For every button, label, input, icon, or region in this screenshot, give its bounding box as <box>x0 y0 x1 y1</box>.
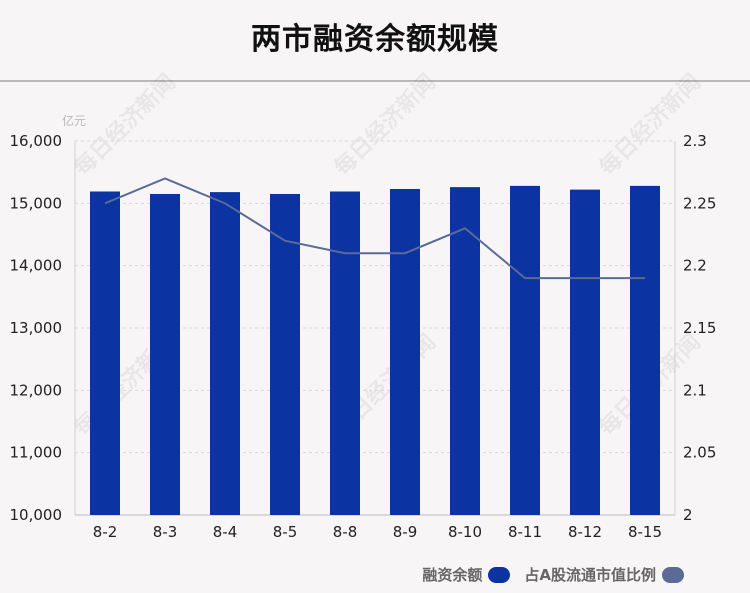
bar-balance <box>630 185 660 515</box>
y-left-tick-label: 11,000 <box>10 444 63 462</box>
bar-balance <box>510 185 540 515</box>
y-right-tick-label: 2.05 <box>683 444 716 462</box>
x-tick-label: 8-5 <box>273 523 298 541</box>
watermark: 每日经济新闻 <box>594 69 706 181</box>
watermark: 每日经济新闻 <box>329 69 441 181</box>
bar-balance <box>270 193 300 515</box>
y-right-tick-label: 2.25 <box>683 194 716 212</box>
x-tick-label: 8-4 <box>213 523 238 541</box>
legend-item-balance: 融资余额 <box>422 564 511 585</box>
x-tick-label: 8-10 <box>448 523 482 541</box>
x-tick-label: 8-11 <box>508 523 542 541</box>
y-left-tick-label: 10,000 <box>10 506 63 524</box>
bar-balance <box>570 189 600 515</box>
y-right-tick-label: 2.3 <box>683 132 707 150</box>
x-tick-label: 8-3 <box>153 523 178 541</box>
title-divider <box>0 80 750 82</box>
bar-balance <box>390 188 420 515</box>
bar-balance <box>210 192 240 515</box>
legend-label-balance: 融资余额 <box>422 566 483 584</box>
bar-balance <box>150 193 180 515</box>
y-left-tick-label: 14,000 <box>10 257 63 275</box>
y-left-tick-label: 13,000 <box>10 319 63 337</box>
x-tick-label: 8-12 <box>568 523 602 541</box>
bar-balance <box>450 187 480 516</box>
legend: 融资余额 占A股流通市值比例 <box>422 564 684 585</box>
x-tick-label: 8-8 <box>333 523 358 541</box>
bar-balance <box>330 191 360 516</box>
bar-balance <box>90 191 120 516</box>
y-left-tick-label: 15,000 <box>10 194 63 212</box>
chart-title: 两市融资余额规模 <box>251 22 499 57</box>
y-left-unit-label: 亿元 <box>62 113 86 128</box>
legend-swatch-balance <box>488 566 511 583</box>
legend-item-ratio: 占A股流通市值比例 <box>524 564 684 585</box>
x-tick-label: 8-2 <box>93 523 118 541</box>
y-right-tick-label: 2.2 <box>683 257 707 275</box>
y-right-tick-label: 2.1 <box>683 381 707 399</box>
y-right-tick-label: 2 <box>683 506 693 524</box>
y-left-tick-label: 12,000 <box>10 381 63 399</box>
legend-label-ratio: 占A股流通市值比例 <box>524 566 656 584</box>
line-ratio <box>104 177 645 280</box>
y-right-tick-label: 2.15 <box>683 319 716 337</box>
legend-swatch-ratio <box>662 566 684 583</box>
x-tick-label: 8-9 <box>393 523 418 541</box>
x-tick-label: 8-15 <box>628 523 662 541</box>
y-left-tick-label: 16,000 <box>10 132 63 150</box>
